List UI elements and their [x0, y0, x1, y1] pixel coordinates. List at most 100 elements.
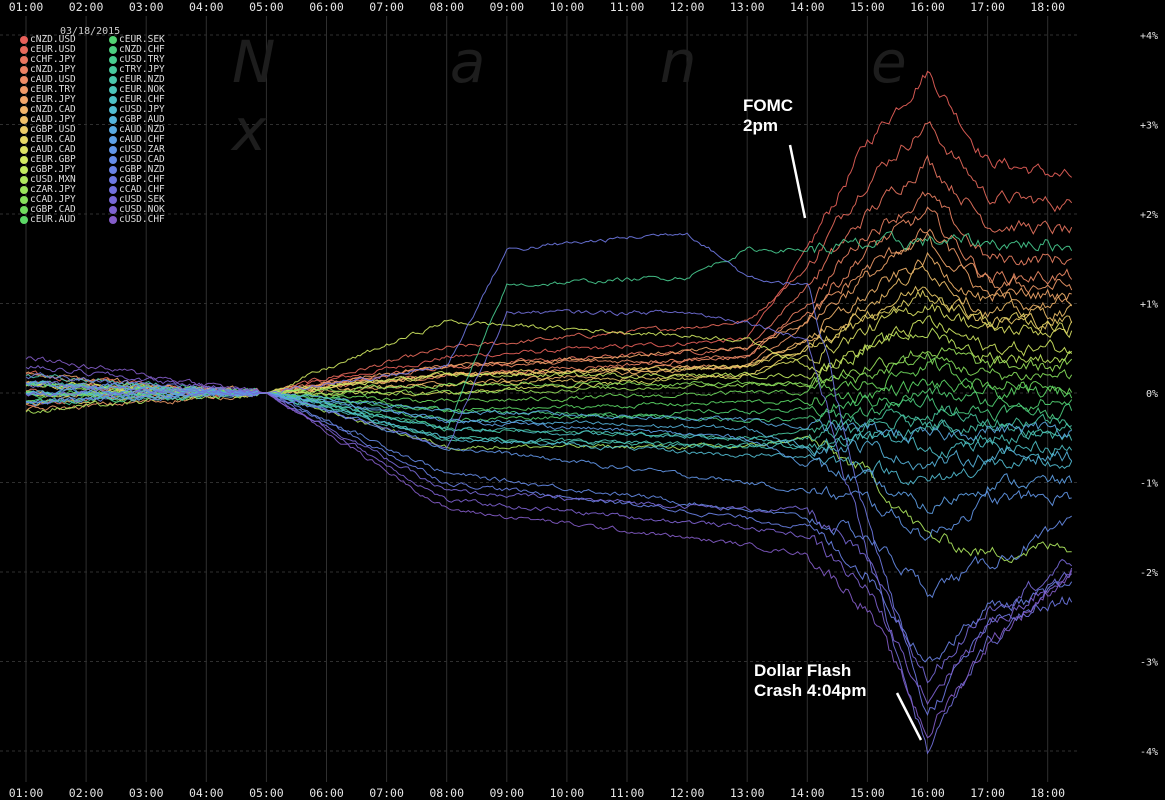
legend-swatch [109, 216, 117, 224]
legend-item: cEUR.AUD [20, 215, 110, 225]
legend-swatch [20, 86, 28, 94]
legend-label: cGBP.CAD [30, 204, 76, 215]
y-tick-label: 0% [1146, 389, 1158, 400]
legend-item: cNZD.USD [20, 35, 110, 45]
legend-swatch [20, 206, 28, 214]
legend-item: cNZD.JPY [20, 65, 110, 75]
x-tick-label-top: 03:00 [129, 0, 164, 14]
legend-swatch [109, 136, 117, 144]
legend-label: cEUR.USD [30, 44, 76, 55]
y-tick-label: -4% [1140, 747, 1158, 758]
x-tick-label-top: 17:00 [970, 0, 1005, 14]
series-line [25, 387, 1073, 684]
legend-label: cAUD.NZD [119, 124, 165, 135]
legend-label: cGBP.JPY [30, 164, 76, 175]
legend-label: cNZD.CHF [119, 44, 165, 55]
x-tick-label-bottom: 10:00 [550, 786, 585, 800]
legend-label: cUSD.JPY [119, 104, 165, 115]
legend-swatch [109, 46, 117, 54]
legend-swatch [20, 136, 28, 144]
legend-swatch [20, 96, 28, 104]
legend-label: cEUR.SEK [119, 34, 165, 45]
legend-swatch [109, 36, 117, 44]
legend-item: cAUD.USD [20, 75, 110, 85]
legend-item: cGBP.CHF [109, 175, 199, 185]
legend-swatch [109, 146, 117, 154]
annotation-arrows [788, 144, 923, 741]
legend-item: cAUD.NZD [109, 125, 199, 135]
y-axis-right: +4% +3% +2% +1% 0% -1% -2% -3% -4% [1140, 31, 1158, 758]
legend-swatch [20, 46, 28, 54]
series-line [25, 206, 1073, 396]
legend-item: cUSD.ZAR [109, 145, 199, 155]
legend-item: cAUD.JPY [20, 115, 110, 125]
legend-item: cAUD.CHF [109, 135, 199, 145]
legend-item: cEUR.TRY [20, 85, 110, 95]
legend-label: cEUR.AUD [30, 214, 76, 225]
x-tick-label-bottom: 11:00 [610, 786, 645, 800]
legend-item: cNZD.CAD [20, 105, 110, 115]
y-tick-label: -3% [1140, 658, 1158, 669]
legend-column-left: cNZD.USD cEUR.USD cCHF.JPY cNZD.JPY cAUD.USD… [20, 35, 110, 225]
legend-swatch [109, 156, 117, 164]
x-tick-label-bottom: 14:00 [790, 786, 825, 800]
legend-label: cUSD.MXN [30, 174, 76, 185]
x-axis-top: 01:00 02:00 03:00 04:00 05:00 06:00 07:00 08:00… [9, 0, 1065, 14]
series-line [25, 365, 1073, 706]
y-tick-label: +4% [1140, 31, 1158, 42]
legend-item: cUSD.NOK [109, 205, 199, 215]
series-line [25, 285, 1073, 406]
x-tick-label-top: 18:00 [1030, 0, 1065, 14]
legend-item: cGBP.AUD [109, 115, 199, 125]
x-tick-label-bottom: 05:00 [249, 786, 284, 800]
fomc-arrow [788, 144, 807, 219]
chart-date-label: 03/18/2015 [60, 26, 121, 37]
legend-item: cGBP.NZD [109, 165, 199, 175]
legend-swatch [20, 216, 28, 224]
legend-label: cEUR.GBP [30, 154, 76, 165]
legend-item: cEUR.CAD [20, 135, 110, 145]
legend-item: cZAR.JPY [20, 185, 110, 195]
legend-item: cEUR.NOK [109, 85, 199, 95]
x-tick-label-bottom: 04:00 [189, 786, 224, 800]
legend-item: cEUR.GBP [20, 155, 110, 165]
x-tick-label-bottom: 18:00 [1030, 786, 1065, 800]
x-tick-label-bottom: 06:00 [309, 786, 344, 800]
legend-swatch [20, 146, 28, 154]
series-line [25, 303, 1073, 398]
x-tick-label-bottom: 01:00 [9, 786, 44, 800]
legend-label: cUSD.SEK [119, 194, 165, 205]
legend-item: cNZD.CHF [109, 45, 199, 55]
x-tick-label-top: 05:00 [249, 0, 284, 14]
legend-swatch [20, 156, 28, 164]
y-tick-label: +1% [1140, 300, 1158, 311]
series-lines [25, 70, 1073, 755]
x-tick-label-top: 13:00 [730, 0, 765, 14]
legend-item: cUSD.CHF [109, 215, 199, 225]
series-line [25, 390, 1073, 663]
legend-item: cCAD.JPY [20, 195, 110, 205]
x-tick-label-bottom: 12:00 [670, 786, 705, 800]
x-tick-label-top: 01:00 [9, 0, 44, 14]
flash-crash-annotation: Dollar Flash Crash 4:04pm [754, 661, 866, 701]
legend-label: cEUR.JPY [30, 94, 76, 105]
legend-item: cUSD.TRY [109, 55, 199, 65]
legend-swatch [109, 126, 117, 134]
legend-label: cAUD.CAD [30, 144, 76, 155]
flash-crash-arrow [895, 692, 923, 741]
legend-item: cUSD.SEK [109, 195, 199, 205]
x-tick-label-bottom: 07:00 [369, 786, 404, 800]
x-tick-label-bottom: 09:00 [489, 786, 524, 800]
legend-swatch [20, 106, 28, 114]
y-tick-label: +2% [1140, 210, 1158, 221]
x-tick-label-top: 04:00 [189, 0, 224, 14]
legend-swatch [20, 196, 28, 204]
series-line [25, 380, 1073, 452]
legend-swatch [109, 196, 117, 204]
legend-label: cAUD.JPY [30, 114, 76, 125]
legend-label: cCAD.JPY [30, 194, 76, 205]
series-line [25, 388, 1073, 441]
legend-swatch [20, 56, 28, 64]
legend-swatch [109, 176, 117, 184]
